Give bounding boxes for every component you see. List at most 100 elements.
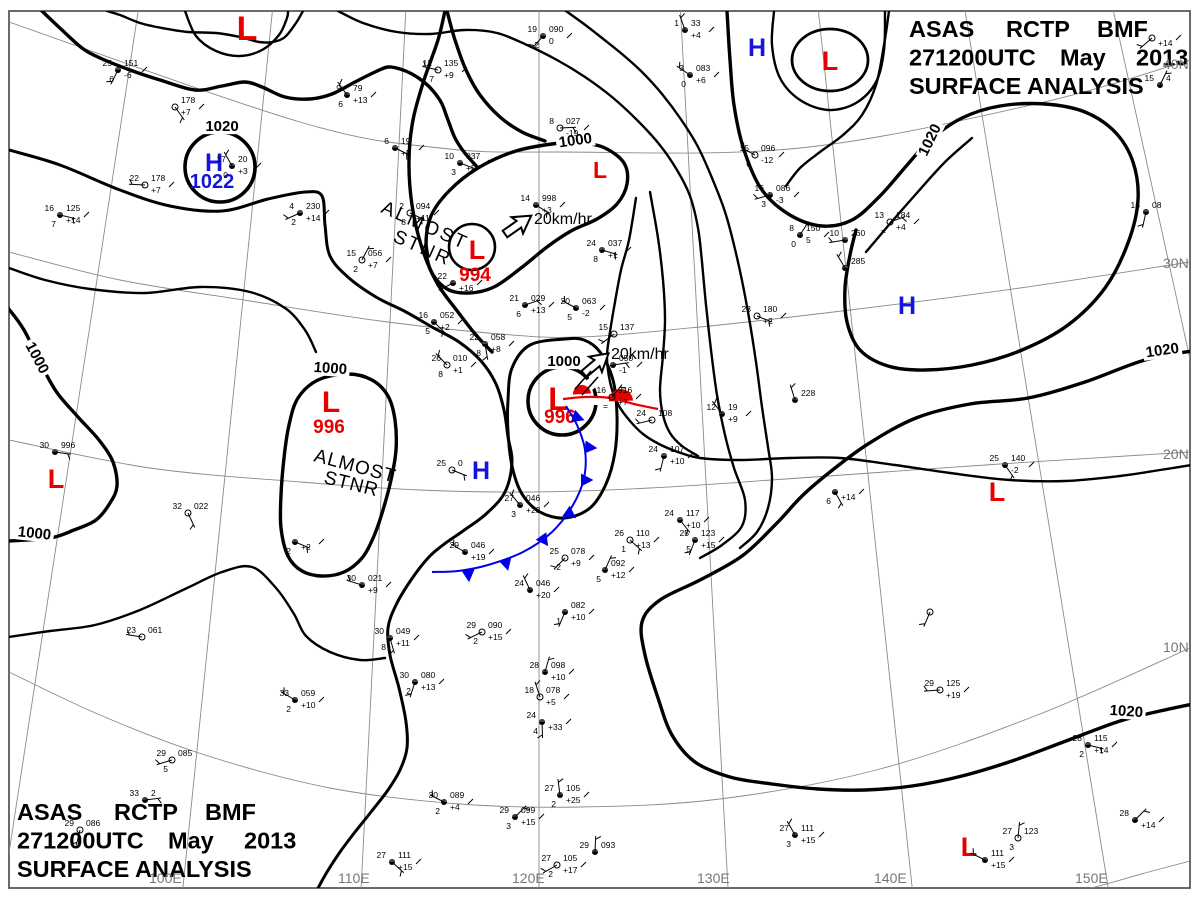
svg-text:2: 2 bbox=[551, 799, 556, 809]
svg-text:18: 18 bbox=[525, 685, 535, 695]
svg-text:150E: 150E bbox=[1075, 870, 1108, 886]
svg-text:27: 27 bbox=[1003, 826, 1013, 836]
svg-text:+2: +2 bbox=[440, 322, 450, 332]
svg-text:13: 13 bbox=[875, 210, 885, 220]
svg-text:24: 24 bbox=[587, 238, 597, 248]
svg-text:+12: +12 bbox=[611, 570, 626, 580]
svg-text:L: L bbox=[593, 157, 607, 183]
svg-text:0: 0 bbox=[223, 170, 228, 180]
svg-text:027: 027 bbox=[566, 116, 580, 126]
svg-text:+5: +5 bbox=[401, 148, 411, 158]
svg-text:8: 8 bbox=[476, 348, 481, 358]
svg-text:27: 27 bbox=[780, 823, 790, 833]
svg-text:063: 063 bbox=[582, 296, 596, 306]
svg-text:+14: +14 bbox=[306, 213, 321, 223]
svg-text:+23: +23 bbox=[526, 505, 541, 515]
svg-text:1000: 1000 bbox=[313, 359, 347, 378]
svg-text:029: 029 bbox=[531, 293, 545, 303]
svg-text:30: 30 bbox=[375, 626, 385, 636]
svg-text:26: 26 bbox=[615, 528, 625, 538]
svg-text:3: 3 bbox=[679, 63, 684, 73]
svg-text:25: 25 bbox=[550, 546, 560, 556]
svg-text:230: 230 bbox=[306, 201, 320, 211]
svg-text:2013: 2013 bbox=[244, 828, 296, 854]
svg-text:050: 050 bbox=[619, 353, 633, 363]
svg-text:27: 27 bbox=[505, 493, 515, 503]
svg-text:046: 046 bbox=[471, 540, 485, 550]
svg-text:29: 29 bbox=[580, 840, 590, 850]
svg-text:061: 061 bbox=[148, 625, 162, 635]
svg-text:080: 080 bbox=[421, 670, 435, 680]
svg-text:0: 0 bbox=[681, 79, 686, 89]
svg-text:+3: +3 bbox=[542, 205, 552, 215]
svg-text:L: L bbox=[548, 381, 568, 417]
svg-text:10N: 10N bbox=[1163, 639, 1189, 655]
svg-text:996: 996 bbox=[544, 407, 576, 428]
svg-text:-2: -2 bbox=[1011, 465, 1019, 475]
svg-text:-2: -2 bbox=[582, 308, 590, 318]
svg-text:+15: +15 bbox=[488, 632, 503, 642]
svg-text:998: 998 bbox=[542, 193, 556, 203]
svg-text:24: 24 bbox=[515, 578, 525, 588]
svg-text:-3: -3 bbox=[776, 195, 784, 205]
svg-text:30: 30 bbox=[347, 573, 357, 583]
svg-text:+15: +15 bbox=[801, 835, 816, 845]
svg-text:271200UTC: 271200UTC bbox=[17, 828, 144, 854]
svg-text:L: L bbox=[237, 10, 258, 48]
svg-text:+4: +4 bbox=[450, 802, 460, 812]
svg-text:090: 090 bbox=[488, 620, 502, 630]
svg-text:1000: 1000 bbox=[547, 353, 580, 370]
svg-text:SURFACE: SURFACE bbox=[17, 856, 129, 882]
svg-text:1000: 1000 bbox=[558, 130, 593, 151]
svg-text:-12: -12 bbox=[761, 155, 774, 165]
svg-text:996: 996 bbox=[313, 417, 345, 438]
svg-text:27: 27 bbox=[545, 783, 555, 793]
svg-text:010: 010 bbox=[453, 353, 467, 363]
svg-text:20km/hr: 20km/hr bbox=[611, 346, 669, 363]
svg-text:L: L bbox=[469, 235, 486, 265]
svg-text:8: 8 bbox=[789, 223, 794, 233]
svg-text:021: 021 bbox=[368, 573, 382, 583]
svg-text:083: 083 bbox=[696, 63, 710, 73]
svg-text:+3: +3 bbox=[238, 166, 248, 176]
svg-text:2: 2 bbox=[1079, 749, 1084, 759]
svg-text:+15: +15 bbox=[991, 860, 1006, 870]
svg-text:3: 3 bbox=[761, 199, 766, 209]
svg-text:L: L bbox=[822, 46, 839, 76]
svg-text:+2: +2 bbox=[301, 542, 311, 552]
svg-text:24: 24 bbox=[527, 710, 537, 720]
svg-text:228: 228 bbox=[801, 388, 815, 398]
svg-text:15: 15 bbox=[599, 322, 609, 332]
svg-text:2: 2 bbox=[286, 704, 291, 714]
svg-text:BMF: BMF bbox=[205, 799, 256, 825]
svg-text:046: 046 bbox=[536, 578, 550, 588]
svg-text:996: 996 bbox=[61, 440, 75, 450]
svg-text:151: 151 bbox=[124, 58, 138, 68]
svg-text:+15: +15 bbox=[521, 817, 536, 827]
svg-text:2: 2 bbox=[556, 562, 561, 572]
svg-text:10: 10 bbox=[445, 151, 455, 161]
svg-text:+1: +1 bbox=[453, 365, 463, 375]
svg-text:15: 15 bbox=[740, 143, 750, 153]
svg-text:May: May bbox=[168, 828, 214, 854]
svg-text:046: 046 bbox=[526, 493, 540, 503]
svg-text:08: 08 bbox=[1152, 200, 1162, 210]
svg-text:9: 9 bbox=[336, 83, 341, 93]
svg-text:24: 24 bbox=[649, 444, 659, 454]
svg-text:+14: +14 bbox=[1094, 745, 1109, 755]
svg-text:+15: +15 bbox=[398, 862, 413, 872]
svg-text:RCTP: RCTP bbox=[1006, 16, 1070, 42]
svg-text:110: 110 bbox=[636, 528, 650, 538]
svg-text:178: 178 bbox=[151, 173, 165, 183]
svg-text:20: 20 bbox=[561, 296, 571, 306]
svg-text:6: 6 bbox=[746, 159, 751, 169]
svg-text:30: 30 bbox=[40, 440, 50, 450]
svg-text:184: 184 bbox=[896, 210, 910, 220]
svg-text:2: 2 bbox=[406, 686, 411, 696]
svg-text:32: 32 bbox=[173, 501, 183, 511]
svg-text:=: = bbox=[603, 401, 608, 411]
svg-text:052: 052 bbox=[440, 310, 454, 320]
svg-text:H: H bbox=[898, 292, 916, 320]
svg-text:+17: +17 bbox=[563, 865, 578, 875]
svg-text:H: H bbox=[205, 149, 223, 177]
